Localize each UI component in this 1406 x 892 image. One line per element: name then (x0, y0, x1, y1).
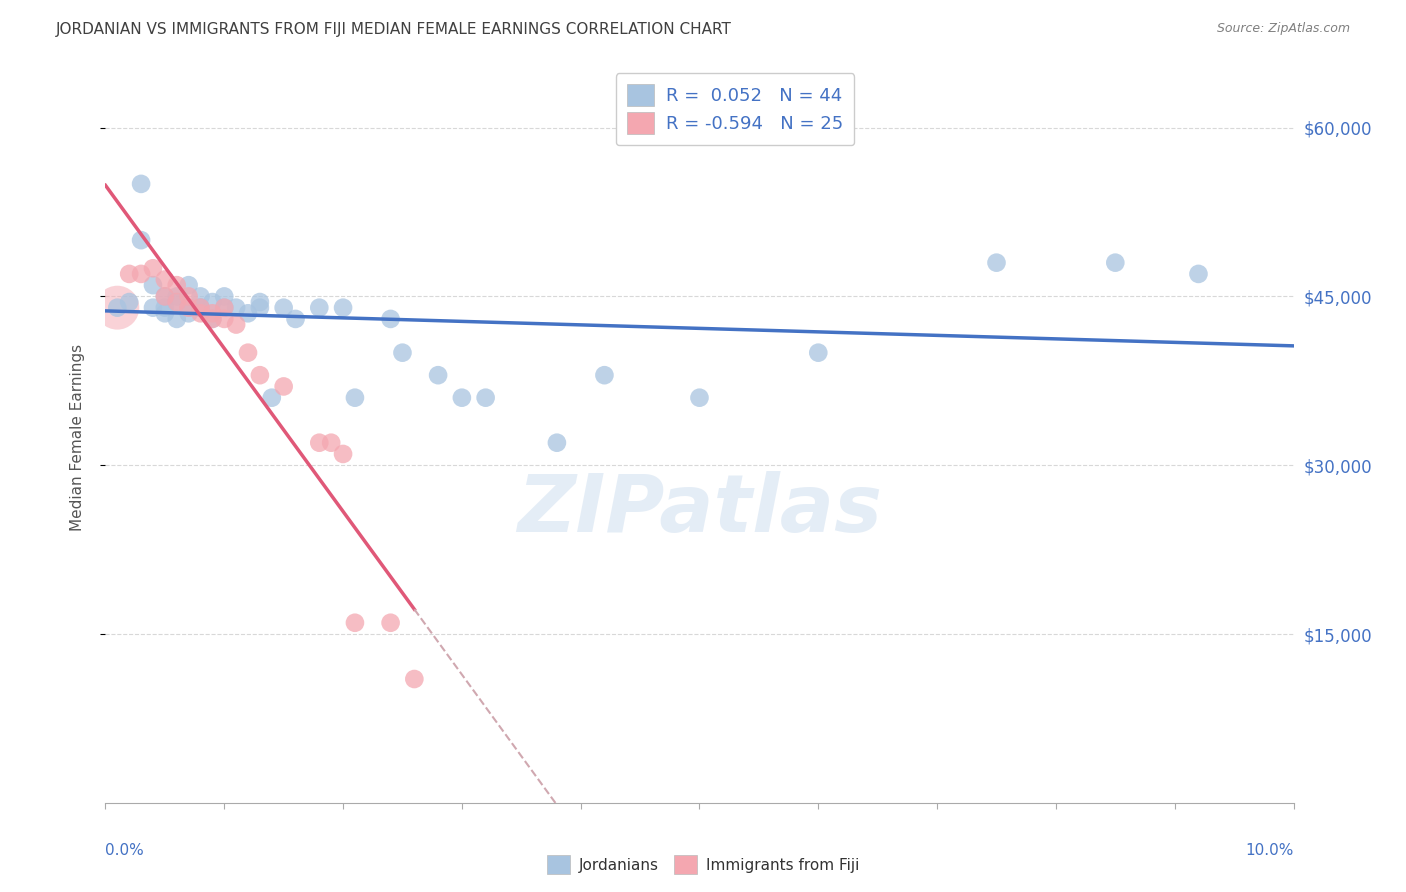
Point (260, 391, 283, 405)
Point (190, 289, 212, 303)
Point (308, 301, 330, 315)
Point (166, 289, 188, 303)
Point (214, 289, 236, 303)
Point (273, 379, 295, 393)
Point (225, 301, 247, 315)
Point (177, 278, 200, 293)
Point (153, 289, 176, 303)
Point (166, 312, 188, 326)
Text: Source: ZipAtlas.com: Source: ZipAtlas.com (1216, 22, 1350, 36)
Point (201, 306, 224, 320)
Point (190, 301, 212, 315)
Point (129, 177, 152, 191)
Point (546, 435, 568, 450)
Point (142, 261, 165, 276)
Point (214, 312, 236, 326)
Point (105, 301, 128, 315)
Point (153, 272, 176, 286)
Point (105, 301, 128, 315)
Point (225, 318, 247, 332)
Point (177, 301, 200, 315)
Point (190, 306, 212, 320)
Point (1187, 267, 1209, 281)
Point (153, 306, 176, 320)
Text: 0.0%: 0.0% (105, 843, 145, 858)
Point (166, 295, 188, 310)
Point (273, 301, 295, 315)
Point (177, 306, 200, 320)
Point (308, 435, 330, 450)
Point (593, 368, 616, 383)
Point (1104, 255, 1126, 269)
Point (249, 368, 271, 383)
Point (190, 301, 212, 315)
Point (201, 312, 224, 326)
Point (177, 301, 200, 315)
Point (427, 368, 450, 383)
Point (986, 255, 1008, 269)
Point (380, 312, 402, 326)
Point (807, 345, 830, 359)
Point (343, 615, 366, 630)
Point (332, 301, 354, 315)
Point (404, 672, 426, 686)
Point (249, 301, 271, 315)
Y-axis label: Median Female Earnings: Median Female Earnings (70, 343, 84, 531)
Point (129, 233, 152, 247)
Point (236, 345, 259, 359)
Point (118, 267, 141, 281)
Text: JORDANIAN VS IMMIGRANTS FROM FIJI MEDIAN FEMALE EARNINGS CORRELATION CHART: JORDANIAN VS IMMIGRANTS FROM FIJI MEDIAN… (56, 22, 733, 37)
Point (142, 301, 165, 315)
Point (142, 278, 165, 293)
Point (190, 301, 212, 315)
Point (177, 289, 200, 303)
Legend: Jordanians, Immigrants from Fiji: Jordanians, Immigrants from Fiji (540, 849, 866, 880)
Point (391, 345, 413, 359)
Point (201, 295, 224, 310)
Point (332, 447, 354, 461)
Point (249, 295, 271, 310)
Point (343, 391, 366, 405)
Point (689, 391, 711, 405)
Point (214, 301, 236, 315)
Point (450, 391, 472, 405)
Point (284, 312, 307, 326)
Point (166, 278, 188, 293)
Point (380, 615, 402, 630)
Legend: R =  0.052   N = 44, R = -0.594   N = 25: R = 0.052 N = 44, R = -0.594 N = 25 (616, 73, 855, 145)
Point (474, 391, 496, 405)
Point (153, 301, 176, 315)
Point (236, 306, 259, 320)
Point (153, 289, 176, 303)
Point (118, 295, 141, 310)
Text: 10.0%: 10.0% (1246, 843, 1294, 858)
Text: ZIPatlas: ZIPatlas (517, 471, 882, 549)
Point (129, 267, 152, 281)
Point (201, 312, 224, 326)
Point (166, 295, 188, 310)
Point (321, 435, 343, 450)
Point (214, 301, 236, 315)
